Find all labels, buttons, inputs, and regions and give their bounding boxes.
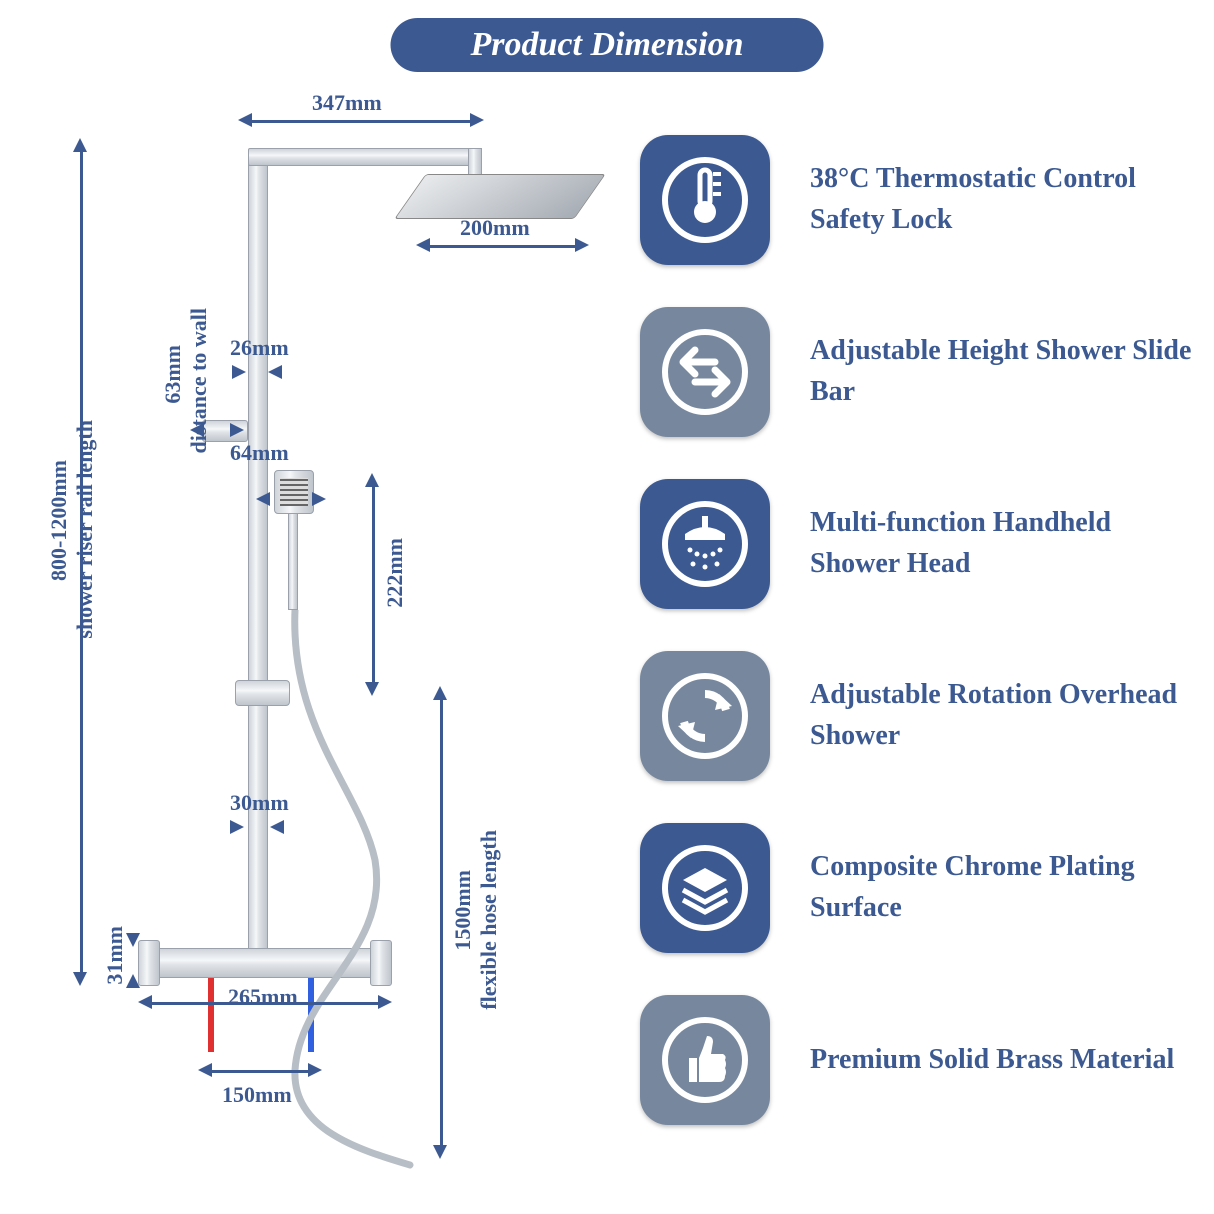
dim-head-width: 200mm: [460, 215, 530, 241]
feature-brass: Premium Solid Brass Material: [640, 995, 1195, 1125]
dim-rail-length: 800-1200mm: [46, 460, 72, 581]
feature-thermostatic: 38°C Thermostatic Control Safety Lock: [640, 135, 1195, 265]
dim-rail-length-label: shower riser rail length: [72, 420, 98, 639]
feature-label: Adjustable Height Shower Slide Bar: [810, 331, 1195, 412]
dim-valve-width: 265mm: [228, 984, 298, 1010]
feature-label: Adjustable Rotation Overhead Shower: [810, 675, 1195, 756]
dim-hose-length-label: flexible hose length: [476, 830, 502, 1010]
feature-rotation: Adjustable Rotation Overhead Shower: [640, 651, 1195, 781]
showerhead-icon: [640, 479, 770, 609]
page-title: Product Dimension: [391, 18, 824, 72]
rotate-icon: [640, 651, 770, 781]
layers-icon: [640, 823, 770, 953]
dim-inlet-spacing: 150mm: [222, 1082, 292, 1108]
feature-adjustable-height: Adjustable Height Shower Slide Bar: [640, 307, 1195, 437]
product-diagram: 347mm 200mm 26mm 63mm distance to wall 6…: [30, 90, 610, 1190]
dim-handheld-width: 64mm: [230, 440, 289, 466]
feature-label: Composite Chrome Plating Surface: [810, 847, 1195, 928]
feature-label: 38°C Thermostatic Control Safety Lock: [810, 159, 1195, 240]
dim-hose-length: 1500mm: [450, 870, 476, 951]
dim-wall-distance: 63mm: [160, 345, 186, 404]
feature-label: Multi-function Handheld Shower Head: [810, 503, 1195, 584]
dim-valve-height: 31mm: [102, 926, 128, 985]
feature-label: Premium Solid Brass Material: [810, 1040, 1174, 1081]
thermometer-icon: [640, 135, 770, 265]
thumbsup-icon: [640, 995, 770, 1125]
dim-arm-length: 347mm: [312, 90, 382, 116]
arrows-icon: [640, 307, 770, 437]
dim-slide-travel: 222mm: [382, 538, 408, 608]
feature-handheld: Multi-function Handheld Shower Head: [640, 479, 1195, 609]
feature-chrome: Composite Chrome Plating Surface: [640, 823, 1195, 953]
dim-rail-thickness: 30mm: [230, 790, 289, 816]
feature-list: 38°C Thermostatic Control Safety Lock Ad…: [640, 135, 1195, 1167]
dim-rail-width: 26mm: [230, 335, 289, 361]
